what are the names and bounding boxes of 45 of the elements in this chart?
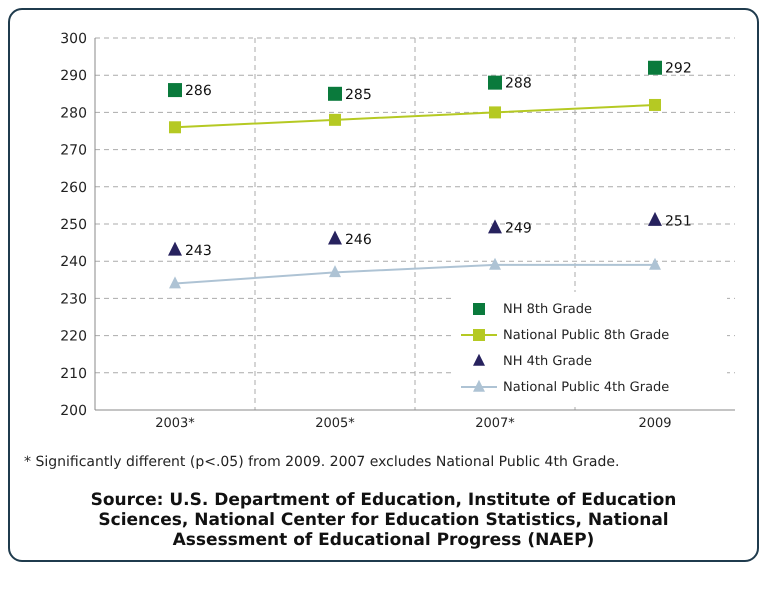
legend-label: NH 4th Grade [503,354,592,368]
data-label: 251 [665,213,692,230]
data-label: 285 [345,86,372,103]
point [488,219,502,234]
point [168,83,182,98]
y-tick-label: 270 [60,142,87,159]
point [489,106,501,118]
point [329,114,341,126]
y-tick-label: 290 [60,68,87,84]
x-tick-label: 2007* [475,416,516,432]
y-tick-label: 200 [60,402,87,419]
data-label: 243 [185,243,212,260]
point [168,242,182,256]
point [328,230,342,244]
y-tick-label: 220 [60,328,87,345]
point [488,76,502,90]
y-tick-label: 280 [60,105,87,122]
point [648,212,662,226]
y-tick-label: 240 [60,254,87,270]
y-tick-label: 300 [60,30,87,47]
point [169,121,181,134]
data-label: 288 [505,76,532,92]
point [648,60,662,75]
y-tick-label: 210 [60,366,87,382]
point [328,86,342,101]
source-note: Source: U.S. Department of Education, Institute of Education Sciences, National Center for Education Statistics, National Assessment of Educational Progress (NAEP) [90,490,678,550]
point [169,276,181,288]
y-tick-label: 250 [60,216,87,233]
point [649,98,661,111]
text: * Significantly different (p<.05) from 2009. 2007 excludes National Public 4th Grade. [24,454,620,470]
point [489,258,501,270]
y-tick-label: 260 [60,180,87,196]
data-label: 286 [185,83,212,100]
x-tick-label: 2005* [315,416,356,432]
legend-label: National Public 4th Grade [503,380,670,394]
point [329,265,341,278]
data-label: 292 [665,60,692,77]
x-tick-label: 2009 [638,416,672,432]
legend-label: National Public 8th Grade [503,328,670,342]
legend-label: NH 8th Grade [503,302,592,316]
y-tick-label: 230 [60,291,87,308]
x-tick-label: 2003* [155,416,196,432]
point [649,258,661,270]
data-label: 249 [505,220,532,237]
data-label: 246 [345,232,372,248]
